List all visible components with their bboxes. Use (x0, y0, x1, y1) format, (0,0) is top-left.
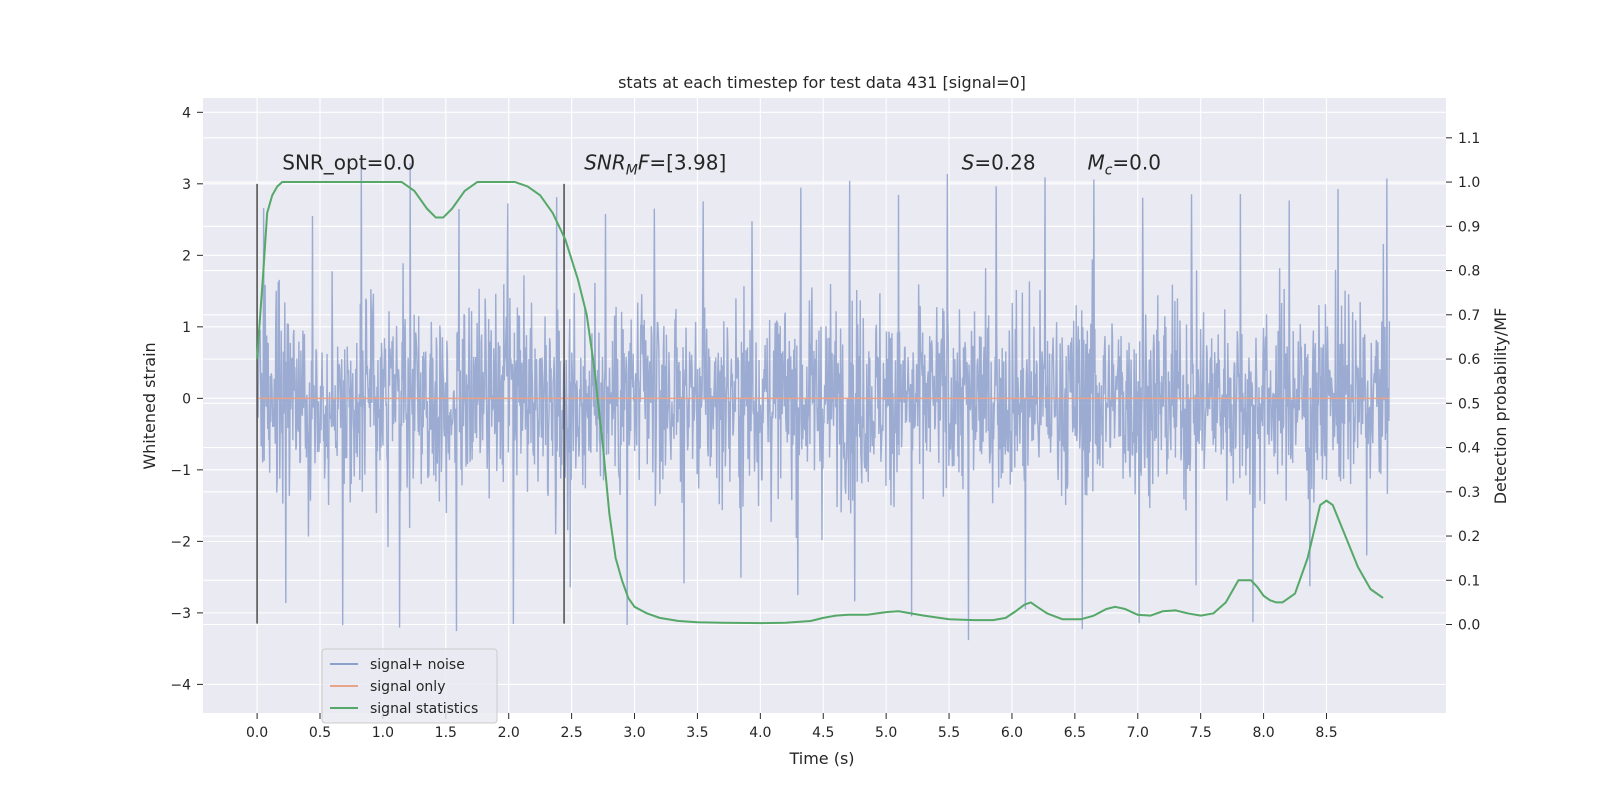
y-tick-label-4: 0 (182, 391, 191, 407)
series-signal-statistics (256, 181, 1384, 625)
x-tick-label-5: 2.5 (560, 725, 582, 741)
x-tick-label-2: 1.0 (372, 725, 394, 741)
y-right-tick-label-8: 0.8 (1458, 264, 1480, 280)
y-right-tick-label-3: 0.3 (1458, 485, 1480, 501)
y-right-tick-label-6: 0.6 (1458, 352, 1480, 368)
x-tick-label-13: 6.5 (1064, 725, 1086, 741)
y-axis-label: Whitened strain (140, 342, 159, 469)
vertical-markers (256, 183, 565, 624)
series-signal-noise-line (256, 162, 1391, 641)
legend-box (321, 648, 498, 724)
y-tick-label-7: 3 (182, 177, 191, 193)
legend-label-2: signal statistics (370, 701, 478, 717)
y-right-tick-label-10: 1.0 (1458, 175, 1480, 191)
x-tick-label-15: 7.5 (1190, 725, 1212, 741)
y-tick-label-0: −4 (170, 677, 191, 693)
legend-label-1: signal only (370, 679, 445, 695)
x-tick-label-14: 7.0 (1127, 725, 1149, 741)
y-right-tick-label-5: 0.5 (1458, 396, 1480, 412)
y-axis-label-right: Detection probability/MF (1491, 308, 1510, 505)
x-tick-label-16: 8.0 (1252, 725, 1274, 741)
x-tick-label-8: 4.0 (749, 725, 771, 741)
x-tick-label-3: 1.5 (435, 725, 457, 741)
y-right-tick-label-1: 0.1 (1458, 573, 1480, 589)
annotation-s: S=0.28 (962, 151, 1036, 175)
x-tick-label-6: 3.0 (623, 725, 645, 741)
chart-title: stats at each timestep for test data 431… (618, 73, 1026, 92)
y-right-tick-label-11: 1.1 (1458, 131, 1480, 147)
annotations: SNR_opt=0.0 SNRMF=[3.98] S=0.28 Mc=0.0 (282, 151, 1161, 179)
y-right-tick-label-0: 0.0 (1458, 618, 1480, 634)
y-right-tick-label-9: 0.9 (1458, 219, 1480, 235)
y-right-tick-label-2: 0.2 (1458, 529, 1480, 545)
x-axis-label: Time (s) (788, 749, 854, 768)
y-right-tick-label-7: 0.7 (1458, 308, 1480, 324)
x-tick-label-7: 3.5 (686, 725, 708, 741)
x-tick-label-4: 2.0 (498, 725, 520, 741)
x-tick-label-1: 0.5 (309, 725, 331, 741)
y-tick-label-5: 1 (182, 320, 191, 336)
y-tick-label-6: 2 (182, 248, 191, 264)
y-tick-label-3: −1 (170, 463, 191, 479)
x-tick-label-11: 5.5 (938, 725, 960, 741)
y-right-tick-label-4: 0.4 (1458, 441, 1480, 457)
x-tick-label-10: 5.0 (875, 725, 897, 741)
series-signal-noise (256, 162, 1391, 641)
x-tick-label-17: 8.5 (1315, 725, 1337, 741)
y-tick-label-2: −2 (170, 534, 191, 550)
series-signal-statistics-line (256, 181, 1384, 625)
annotation-mc: Mc=0.0 (1087, 151, 1161, 179)
x-tick-label-9: 4.5 (812, 725, 834, 741)
axis-ticks: 0.0 0.5 1.0 1.5 2.0 2.5 3.0 3.5 4.0 4.5 5.0 5.5 6.0 6… (170, 105, 1480, 741)
x-tick-label-12: 6.0 (1001, 725, 1023, 741)
y-tick-label-1: −3 (170, 606, 191, 622)
legend-label-0: signal+ noise (370, 657, 465, 673)
grid (203, 98, 1446, 713)
legend: signal+ noise signal only signal statistic… (321, 648, 498, 724)
y-tick-label-8: 4 (182, 105, 191, 121)
annotation-snr_opt: SNR_opt=0.0 (282, 151, 415, 175)
x-tick-label-0: 0.0 (246, 725, 268, 741)
annotation-snr_mf: SNRMF=[3.98] (584, 151, 726, 179)
